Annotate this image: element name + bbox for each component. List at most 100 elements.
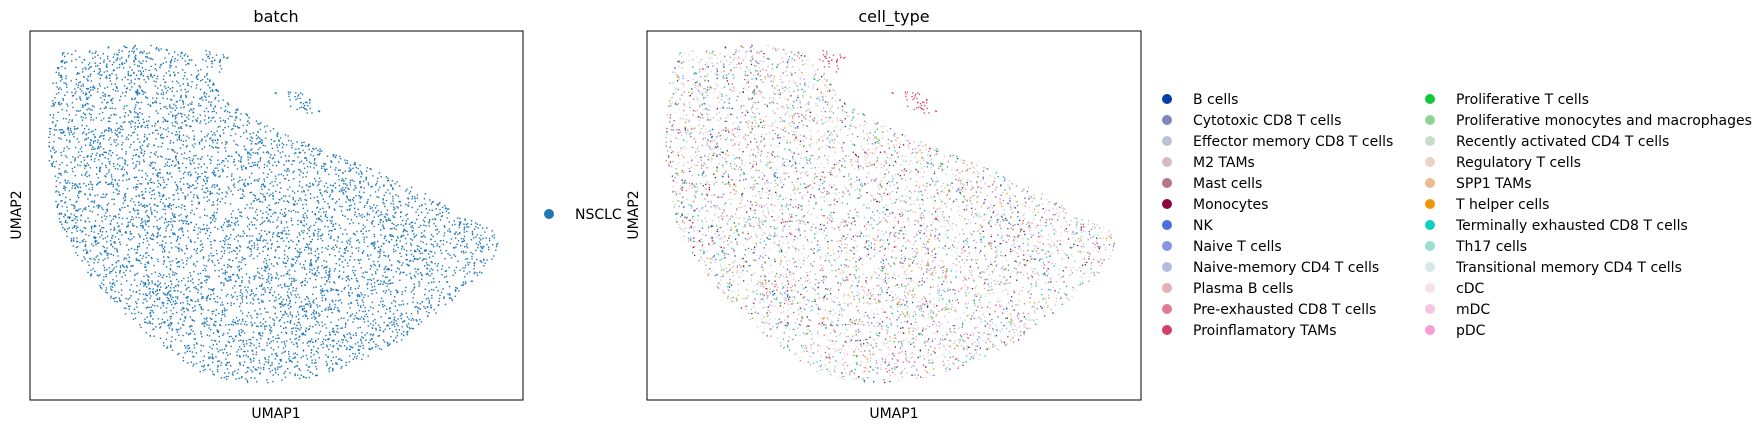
batch-point (406, 259, 408, 261)
batch-point (180, 229, 183, 231)
batch-point (298, 318, 300, 320)
batch-point (116, 134, 118, 136)
batch-point (90, 144, 92, 147)
batch-point (283, 341, 285, 343)
batch-point (250, 191, 253, 194)
batch-point (329, 273, 331, 275)
batch-point (264, 270, 267, 272)
batch-point (75, 222, 77, 224)
batch-point (455, 289, 457, 291)
batch-point (270, 138, 273, 141)
batch-point (279, 152, 281, 154)
batch-point (129, 89, 131, 91)
batch-point (232, 321, 234, 323)
batch-point (185, 215, 187, 218)
batch-point (270, 279, 273, 281)
batch-point (84, 194, 86, 196)
batch-point (470, 280, 472, 282)
batch-point (197, 173, 199, 175)
batch-point (258, 345, 261, 347)
batch-point (356, 317, 359, 320)
batch-point (182, 78, 185, 80)
batch-point (55, 150, 57, 153)
batch-point (91, 211, 93, 213)
batch-point (277, 346, 280, 348)
batch-point (454, 237, 457, 239)
batch-point (258, 178, 260, 180)
batch-point (411, 221, 414, 223)
batch-point (246, 114, 249, 117)
batch-point (220, 320, 222, 322)
batch-point (458, 221, 461, 223)
batch-point (368, 348, 370, 350)
batch-point (314, 250, 317, 252)
batch-point (411, 206, 413, 209)
batch-point (311, 359, 313, 361)
batch-point (198, 143, 201, 145)
batch-point (243, 195, 245, 197)
batch-point (75, 228, 77, 230)
batch-point (479, 224, 481, 226)
batch-point (134, 210, 136, 212)
batch-point (221, 314, 223, 316)
batch-point (113, 229, 115, 231)
batch-point (224, 278, 226, 280)
batch-point (473, 237, 475, 239)
batch-point (301, 106, 303, 108)
batch-point (122, 141, 124, 144)
batch-point (304, 199, 306, 201)
batch-point (98, 225, 101, 227)
batch-point (268, 300, 271, 302)
batch-point (267, 213, 269, 216)
batch-point (59, 104, 61, 106)
batch-point (364, 271, 367, 273)
batch-point (309, 185, 312, 187)
batch-point (338, 178, 340, 181)
batch-point (400, 271, 402, 273)
batch-point (466, 247, 469, 249)
batch-point (170, 298, 173, 301)
batch-point (131, 97, 133, 99)
batch-point (325, 261, 328, 263)
batch-point (298, 335, 301, 337)
batch-point (85, 240, 87, 243)
batch-point (395, 225, 397, 227)
batch-point (357, 304, 359, 306)
batch-point (124, 46, 127, 49)
batch-point (141, 205, 144, 207)
batch-point (162, 187, 165, 189)
batch-point (301, 191, 303, 193)
batch-point (309, 197, 312, 199)
batch-point (148, 116, 150, 118)
batch-point (264, 357, 266, 359)
batch-point (276, 135, 279, 138)
batch-point (62, 59, 64, 62)
batch-point (321, 220, 323, 223)
batch-point (463, 246, 466, 248)
batch-point (233, 159, 235, 161)
batch-point (351, 179, 353, 181)
batch-point (151, 273, 153, 275)
batch-point (90, 226, 93, 228)
batch-point (173, 274, 176, 276)
batch-point (467, 264, 470, 266)
batch-point (128, 249, 130, 251)
batch-point (383, 237, 386, 240)
batch-point (200, 282, 202, 284)
batch-point (123, 174, 125, 176)
batch-point (269, 371, 271, 373)
batch-point (416, 194, 419, 196)
batch-point (238, 334, 240, 336)
batch-point (402, 262, 404, 264)
batch-point (359, 181, 361, 183)
batch-point (238, 305, 241, 308)
batch-point (324, 283, 326, 286)
batch-point (212, 90, 214, 92)
batch-point (262, 193, 264, 195)
batch-point (393, 321, 395, 324)
batch-point (61, 54, 64, 56)
batch-point (408, 318, 410, 320)
batch-point (471, 258, 473, 260)
batch-point (357, 167, 359, 170)
batch-point (140, 262, 142, 265)
